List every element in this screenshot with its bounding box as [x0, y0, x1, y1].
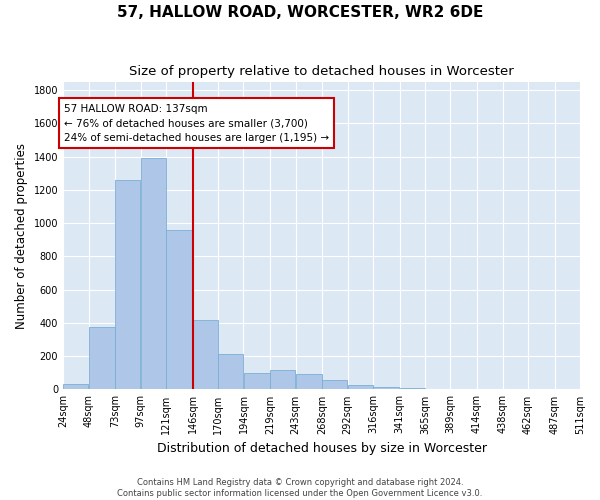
Bar — [166, 230, 192, 390]
Bar — [244, 373, 270, 390]
Text: Contains HM Land Registry data © Crown copyright and database right 2024.
Contai: Contains HM Land Registry data © Crown c… — [118, 478, 482, 498]
Bar — [64, 384, 88, 390]
Text: 57, HALLOW ROAD, WORCESTER, WR2 6DE: 57, HALLOW ROAD, WORCESTER, WR2 6DE — [117, 5, 483, 20]
Text: 57 HALLOW ROAD: 137sqm
← 76% of detached houses are smaller (3,700)
24% of semi-: 57 HALLOW ROAD: 137sqm ← 76% of detached… — [64, 104, 329, 143]
Y-axis label: Number of detached properties: Number of detached properties — [15, 142, 28, 328]
Bar — [373, 387, 399, 390]
Bar — [141, 158, 166, 390]
Bar — [348, 386, 373, 390]
Bar — [89, 327, 115, 390]
Bar — [296, 374, 322, 390]
Bar — [218, 354, 243, 390]
Bar — [400, 388, 425, 390]
Title: Size of property relative to detached houses in Worcester: Size of property relative to detached ho… — [129, 65, 514, 78]
Bar — [271, 370, 295, 390]
Bar — [425, 388, 450, 390]
X-axis label: Distribution of detached houses by size in Worcester: Distribution of detached houses by size … — [157, 442, 487, 455]
Bar — [322, 380, 347, 390]
Bar — [115, 180, 140, 390]
Bar — [193, 320, 218, 390]
